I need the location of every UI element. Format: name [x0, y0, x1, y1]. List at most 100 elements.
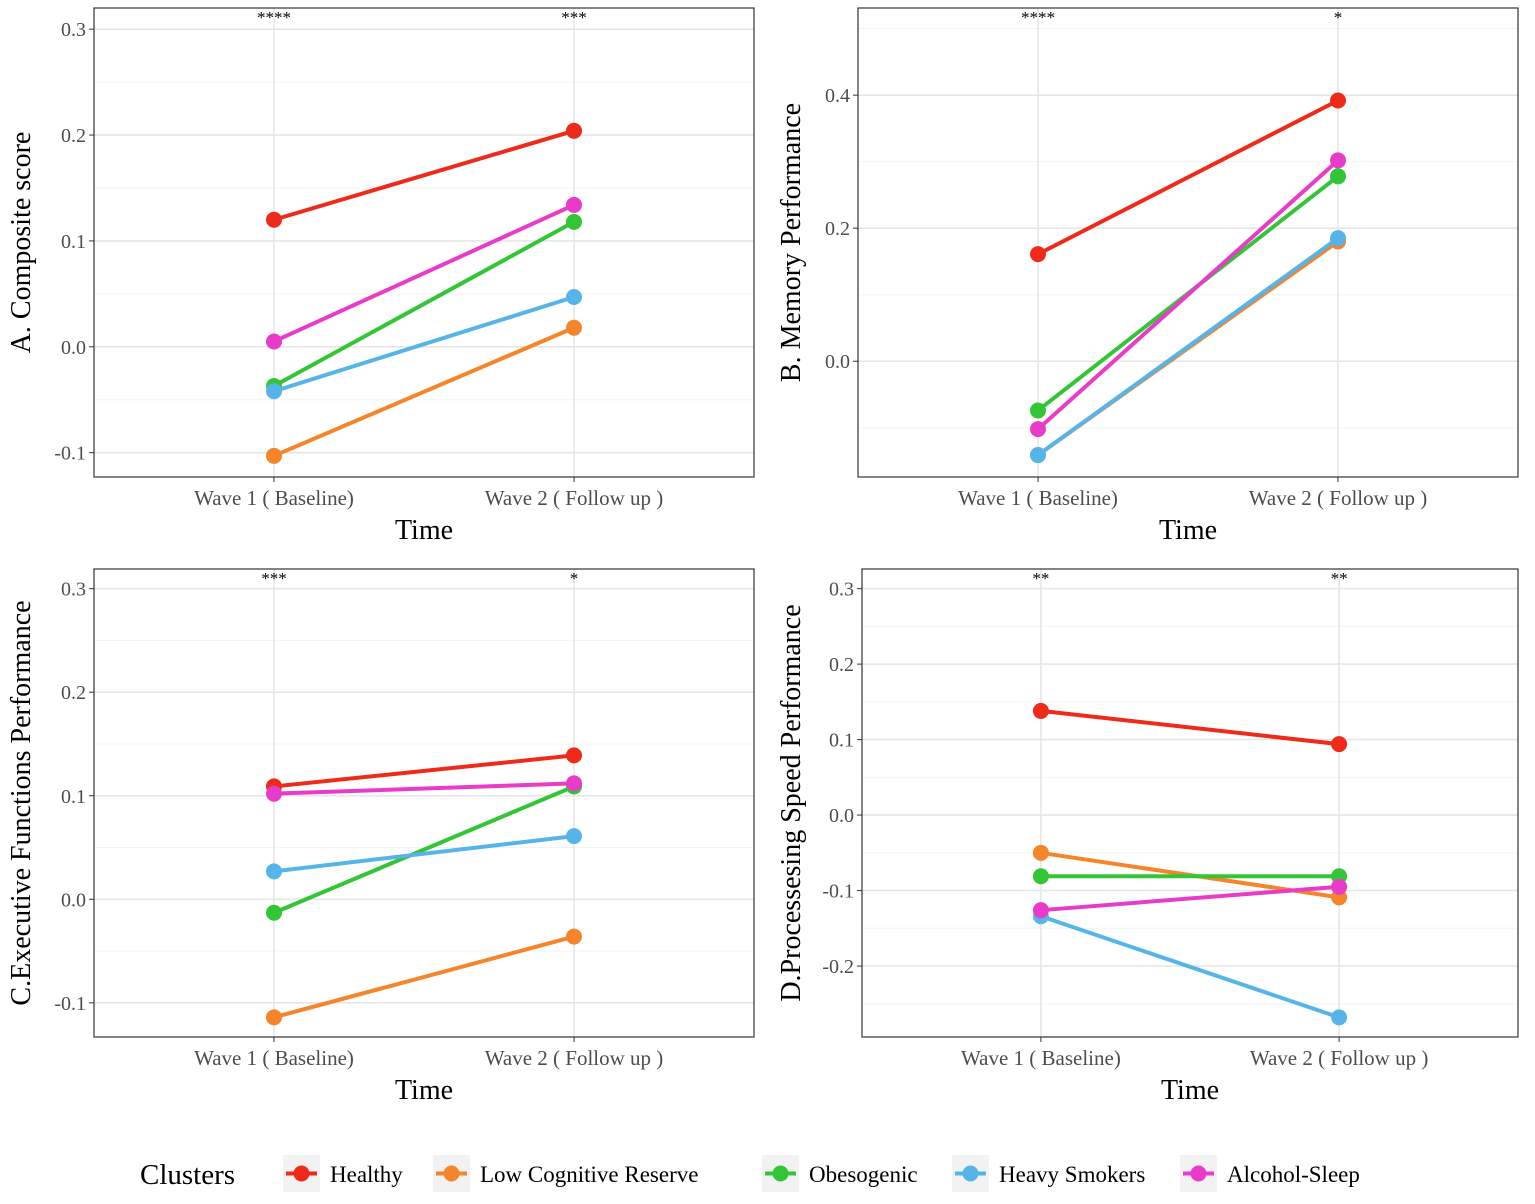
data-point-obesogenic	[1032, 868, 1049, 885]
x-tick-label: Wave 1 ( Baseline)	[961, 1046, 1121, 1070]
panel-c: -0.1 0.0 0.1 0.2 0.3 Wave 1 ( Baseline) *** Wav…	[6, 568, 755, 1106]
data-point-low-cognitive-reserve	[1032, 844, 1049, 861]
data-point-low-cognitive-reserve	[566, 319, 582, 336]
data-point-obesogenic	[266, 904, 282, 921]
data-point-heavy-smokers	[1030, 447, 1046, 464]
data-point-low-cognitive-reserve	[566, 928, 582, 945]
panel-d: -0.2 -0.1 0.0 0.1 0.2 0.3 Wave 1 ( Baseline) **…	[776, 568, 1519, 1106]
x-axis-title: Time	[395, 515, 453, 546]
series-line-alcohol-sleep	[272, 202, 576, 344]
data-point-obesogenic	[566, 213, 582, 230]
panel-b: 0.0 0.2 0.4 Wave 1 ( Baseline) **** Wave 2 ( …	[776, 7, 1519, 546]
y-axis-title: C.Executive Functions Performance	[6, 600, 37, 1005]
y-axis-title: A. Composite score	[6, 132, 37, 354]
data-point-alcohol-sleep	[266, 333, 282, 350]
y-tick-label: 0.2	[829, 654, 854, 676]
data-point-alcohol-sleep	[566, 196, 582, 213]
x-tick-label: Wave 2 ( Follow up )	[485, 1046, 664, 1070]
x-tick-label: Wave 1 ( Baseline)	[194, 1046, 354, 1070]
data-point-alcohol-sleep	[1331, 878, 1348, 895]
significance-label: ****	[257, 8, 291, 27]
series-line-healthy	[272, 128, 576, 222]
significance-label: **	[1032, 569, 1049, 588]
panel-a: -0.1 0.0 0.1 0.2 0.3 Wave 1 ( Baseline) **** Wa…	[6, 7, 755, 546]
panel-border	[93, 568, 755, 1038]
legend-title: Clusters	[140, 1159, 235, 1191]
panel-border	[857, 7, 1519, 478]
data-point-heavy-smokers	[266, 383, 282, 400]
y-tick-label: 0.3	[61, 579, 86, 601]
y-tick-label: 0.2	[61, 682, 86, 704]
y-tick-label: -0.1	[822, 881, 854, 903]
series-line-heavy-smokers	[272, 295, 576, 394]
data-point-healthy	[566, 122, 582, 139]
plot-background	[94, 8, 754, 477]
series-line-heavy-smokers	[1038, 914, 1342, 1020]
data-point-heavy-smokers	[566, 289, 582, 306]
series-line-healthy	[272, 753, 576, 789]
x-axis-title: Time	[1161, 1075, 1219, 1106]
panel-border	[861, 568, 1519, 1038]
significance-label: *	[1334, 8, 1343, 27]
y-tick-label: 0.0	[61, 889, 86, 911]
data-point-low-cognitive-reserve	[266, 447, 282, 464]
y-tick-label: 0.1	[829, 730, 854, 752]
y-tick-label: 0.0	[829, 805, 854, 827]
data-point-alcohol-sleep	[1032, 902, 1049, 919]
data-point-healthy	[266, 211, 282, 228]
significance-label: ***	[561, 8, 587, 27]
x-axis-title: Time	[1159, 515, 1217, 546]
y-tick-label: 0.3	[61, 19, 86, 41]
data-point-obesogenic	[1030, 402, 1046, 419]
significance-label: **	[1331, 569, 1348, 588]
plot-background	[862, 569, 1518, 1037]
legend: Clusters Healthy Low Cognitive Reserve Obes…	[140, 1155, 1360, 1192]
significance-label: ****	[1021, 8, 1055, 27]
data-point-alcohol-sleep	[1030, 421, 1046, 438]
y-tick-label: 0.1	[61, 231, 86, 253]
x-tick-label: Wave 1 ( Baseline)	[194, 486, 354, 510]
data-point-alcohol-sleep	[566, 775, 582, 792]
data-point-healthy	[1032, 702, 1049, 719]
significance-label: *	[570, 569, 579, 588]
data-point-heavy-smokers	[266, 863, 282, 880]
y-tick-label: 0.0	[61, 337, 86, 359]
series-line-alcohol-sleep	[1036, 158, 1340, 432]
series-line-obesogenic	[272, 219, 576, 388]
data-point-healthy	[1330, 92, 1346, 109]
legend-label: Alcohol-Sleep	[1227, 1162, 1360, 1187]
y-tick-label: 0.0	[825, 351, 850, 373]
x-tick-label: Wave 1 ( Baseline)	[958, 486, 1118, 510]
series-line-alcohol-sleep	[272, 781, 576, 796]
plot-background	[94, 569, 754, 1037]
y-tick-label: 0.1	[61, 786, 86, 808]
legend-key-point	[1190, 1165, 1207, 1182]
y-tick-label: 0.3	[829, 579, 854, 601]
data-point-alcohol-sleep	[266, 785, 282, 802]
panel-border	[93, 7, 755, 478]
plot-background	[858, 8, 1518, 477]
y-tick-label: 0.4	[825, 85, 850, 107]
legend-label: Low Cognitive Reserve	[480, 1162, 698, 1187]
legend-label: Obesogenic	[809, 1162, 918, 1187]
y-tick-label: 0.2	[61, 125, 86, 147]
legend-label: Heavy Smokers	[999, 1162, 1145, 1187]
y-tick-label: 0.2	[825, 218, 850, 240]
y-axis-title: D.Processesing Speed Performance	[776, 604, 807, 1001]
legend-key-point	[293, 1165, 310, 1182]
data-point-alcohol-sleep	[1330, 152, 1346, 169]
data-point-obesogenic	[1330, 168, 1346, 185]
data-point-heavy-smokers	[1331, 1009, 1348, 1026]
series-line-heavy-smokers	[272, 834, 576, 874]
legend-key-point	[962, 1165, 979, 1182]
series-line-obesogenic	[272, 784, 576, 915]
data-point-heavy-smokers	[1330, 230, 1346, 247]
legend-key-point	[443, 1165, 460, 1182]
series-line-low-cognitive-reserve	[272, 934, 576, 1020]
data-point-heavy-smokers	[566, 828, 582, 845]
series-line-healthy	[1038, 708, 1342, 747]
data-point-healthy	[1331, 736, 1348, 753]
series-line-alcohol-sleep	[1038, 884, 1342, 913]
